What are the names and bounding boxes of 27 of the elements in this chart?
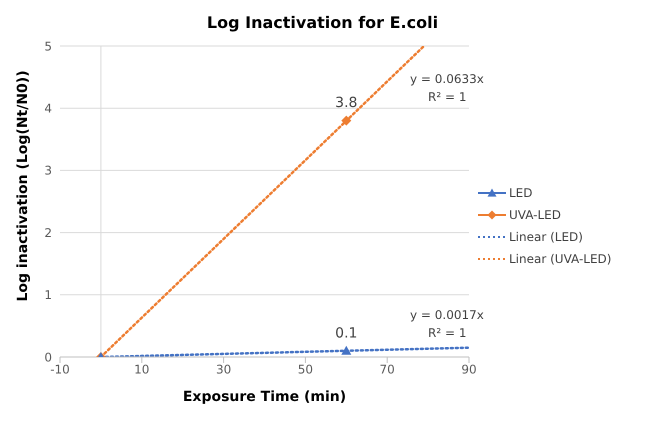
point [341,116,352,126]
legend-label: UVA-LED [509,208,562,222]
legend-label: Linear (LED) [509,230,583,244]
annotation: R² = 1 [428,90,466,104]
y-tick-label: 1 [44,288,52,302]
y-tick-label: 5 [44,39,52,54]
y-tick-label: 3 [44,164,52,178]
point [341,346,352,355]
x-tick-label: 30 [216,362,232,377]
legend-label: LED [509,186,533,200]
x-tick-label: 90 [461,362,477,377]
data-label: 3.8 [335,95,358,112]
x-tick-label: -10 [50,362,70,377]
y-tick-label: 0 [44,350,52,364]
x-tick-label: 70 [380,362,395,377]
x-axis-title: Exposure Time (min) [182,389,346,405]
chart-title: Log Inactivation for E.coli [206,12,440,34]
annotation: y = 0.0017x [410,308,484,322]
y-tick-label: 2 [44,226,52,240]
annotation: R² = 1 [428,326,466,340]
y-tick-label: 4 [44,101,52,116]
x-tick-label: 10 [134,362,150,377]
legend-label: Linear (UVA-LED) [509,252,612,266]
data-label: 0.1 [335,325,358,342]
x-tick-label: 50 [298,362,314,377]
annotation: y = 0.0633x [410,72,484,86]
y-axis-title: Log inactivation (Log(Nt/N0)) [14,70,31,302]
